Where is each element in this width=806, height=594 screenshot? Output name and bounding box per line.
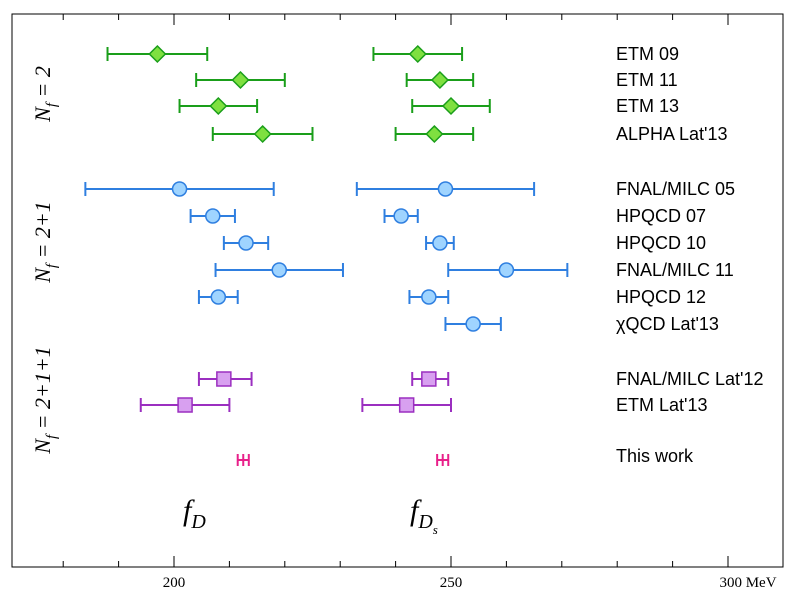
row-label: HPQCD 12 (616, 287, 706, 307)
diamond-marker (209, 96, 228, 116)
diamond-marker (408, 44, 427, 64)
data-point-fDs-11 (361, 397, 452, 413)
series-label-fDs: fDs (410, 494, 438, 537)
row-label: ETM 09 (616, 44, 679, 64)
row-label: This work (616, 446, 694, 466)
x-ticks (62, 14, 729, 567)
group-label-2: Nf = 2+1+1 (30, 346, 60, 454)
row-label: FNAL/MILC 11 (616, 260, 734, 280)
circle-marker (432, 235, 448, 251)
data-point-fD-8 (197, 289, 239, 305)
x-tick-label: 250 (440, 575, 463, 591)
data-point-fD-7 (214, 262, 344, 278)
row-label: FNAL/MILC 05 (616, 179, 735, 199)
circle-marker (271, 262, 288, 278)
square-marker (421, 371, 437, 387)
circle-marker (210, 289, 227, 305)
row-label: HPQCD 07 (616, 206, 706, 226)
data-point-fDs-7 (447, 262, 569, 278)
row-label: ETM 11 (616, 70, 678, 90)
diamond-marker (253, 124, 272, 144)
data-point-fD-3 (211, 124, 314, 144)
row-labels: ETM 09 ETM 11 ETM 13 ALPHA Lat'13 FNAL/MILC … (616, 44, 764, 466)
square-marker (216, 371, 232, 387)
data-point-fDs-8 (408, 289, 450, 305)
data-point-fDs-10 (411, 371, 450, 387)
data-point-fD-12 (236, 454, 250, 466)
circle-marker (465, 316, 481, 332)
plot-frame (11, 13, 784, 568)
square-marker (398, 397, 415, 413)
row-label: ALPHA Lat'13 (616, 124, 728, 144)
data-point-fD-4 (84, 181, 275, 197)
row-label: ETM Lat'13 (616, 395, 707, 415)
circle-marker (205, 208, 221, 224)
data-point-fDs-5 (383, 208, 419, 224)
data-point-fD-0 (106, 44, 209, 64)
group-label-0: Nf = 2 (30, 66, 60, 123)
diamond-marker (430, 70, 449, 90)
data-point-fDs-3 (394, 124, 475, 144)
diamond-marker (231, 70, 250, 90)
square-marker (177, 397, 193, 413)
row-label: χQCD Lat'13 (616, 314, 719, 334)
row-label: FNAL/MILC Lat'12 (616, 369, 764, 389)
data-point-fD-5 (189, 208, 236, 224)
series-label-fD: fD (183, 494, 206, 533)
data-point-fD-11 (139, 397, 231, 413)
circle-marker (393, 208, 409, 224)
x-tick-labels: 200 250 300 MeV (163, 575, 777, 591)
circle-marker (498, 262, 515, 278)
data-point-fDs-6 (425, 235, 455, 251)
row-label: ETM 13 (616, 96, 679, 116)
circle-marker (437, 181, 454, 197)
data-point-fD-6 (222, 235, 270, 251)
x-tick-label: 200 (163, 575, 186, 591)
data-point-fDs-1 (405, 70, 475, 90)
x-tick-label: 300 MeV (719, 575, 776, 591)
diamond-marker (425, 124, 444, 144)
diamond-marker (441, 96, 461, 116)
data-point-fDs-2 (411, 96, 491, 116)
data-point-fDs-4 (355, 181, 536, 197)
data-point-fD-1 (195, 70, 286, 90)
data-point-fDs-0 (372, 44, 464, 64)
row-label: HPQCD 10 (616, 233, 706, 253)
diamond-marker (148, 44, 167, 64)
circle-marker (238, 235, 254, 251)
data-point-fD-2 (178, 96, 259, 116)
data-point-fD-10 (197, 371, 253, 387)
data-point-fDs-9 (444, 316, 502, 332)
group-label-1: Nf = 2+1 (30, 201, 60, 284)
circle-marker (171, 181, 188, 197)
data-point-fDs-12 (436, 454, 450, 466)
circle-marker (421, 289, 437, 305)
